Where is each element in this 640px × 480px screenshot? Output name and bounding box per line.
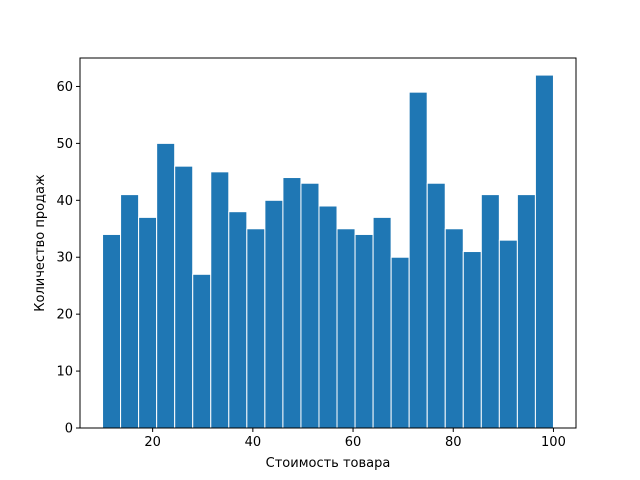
y-tick-label: 10 (56, 365, 73, 380)
histogram-bar (534, 74, 554, 429)
bars-group (102, 74, 554, 429)
histogram-bar (516, 194, 536, 429)
histogram-bar (228, 211, 248, 429)
x-tick-label: 60 (345, 435, 362, 450)
histogram-bar (462, 251, 482, 429)
histogram-bar (264, 199, 284, 429)
histogram-bar (174, 165, 194, 429)
histogram-bar (426, 182, 446, 429)
histogram-bar (390, 256, 410, 429)
histogram-bar (372, 216, 392, 429)
y-tick-label: 50 (56, 137, 73, 152)
x-tick-label: 80 (445, 435, 462, 450)
histogram-bar (300, 182, 320, 429)
histogram-bar (138, 216, 158, 429)
histogram-bar (498, 239, 518, 429)
histogram-bar (336, 228, 356, 429)
histogram-bar (318, 205, 338, 429)
histogram-bar (120, 194, 140, 429)
y-axis: 0 10 20 30 40 50 60 (56, 80, 80, 437)
histogram-bar (480, 194, 500, 429)
y-tick-label: 30 (56, 251, 73, 266)
y-tick-label: 0 (65, 422, 73, 437)
y-axis-label: Количество продаж (33, 174, 48, 312)
x-tick-label: 20 (144, 435, 161, 450)
histogram-bar (246, 228, 266, 429)
histogram-bar (210, 171, 230, 429)
histogram-bar (156, 142, 176, 429)
histogram-bar (354, 233, 374, 429)
histogram-bar (408, 91, 428, 429)
histogram-bar (444, 228, 464, 429)
y-tick-label: 60 (56, 80, 73, 95)
y-tick-label: 40 (56, 194, 73, 209)
histogram-bar (192, 273, 212, 429)
histogram-bar (102, 233, 122, 429)
plot-frame (79, 57, 577, 429)
x-tick-label: 40 (245, 435, 262, 450)
histogram-bar (282, 177, 302, 429)
x-axis-label: Стоимость товара (266, 456, 391, 471)
x-tick-label: 100 (541, 435, 566, 450)
y-tick-label: 20 (56, 308, 73, 323)
x-axis: 20 40 60 80 100 (144, 428, 566, 450)
